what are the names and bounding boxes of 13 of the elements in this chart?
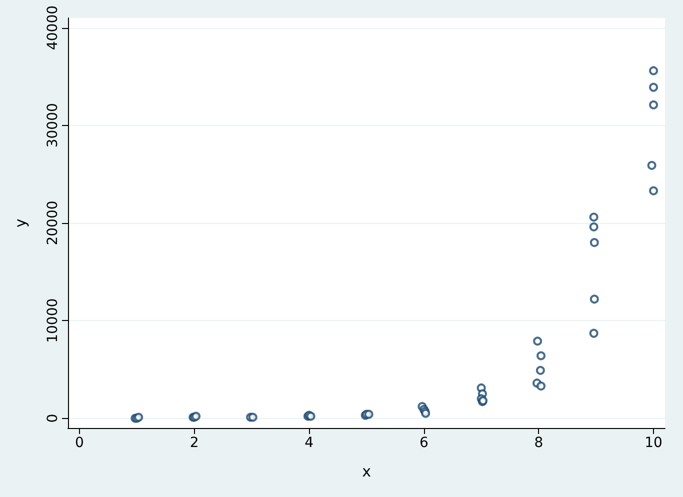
y-tick-label: 30000 xyxy=(45,103,61,148)
y-tick-label: 20000 xyxy=(45,200,61,246)
x-tick-label: 10 xyxy=(644,435,662,451)
y-tick-label: 10000 xyxy=(45,298,61,343)
x-tick-label: 0 xyxy=(75,435,84,451)
x-axis-title: x xyxy=(362,462,372,480)
x-tick-label: 2 xyxy=(190,435,199,451)
y-tick-label: 40000 xyxy=(45,5,61,50)
x-tick-label: 8 xyxy=(534,435,544,451)
y-axis-title: y xyxy=(12,218,30,228)
y-tick-label: 0 xyxy=(45,414,61,423)
x-tick-label: 4 xyxy=(304,435,314,451)
x-tick-label: 6 xyxy=(419,435,428,451)
